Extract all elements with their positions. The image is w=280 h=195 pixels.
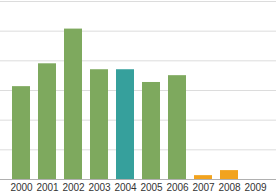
svg-text:2003: 2003	[88, 182, 111, 193]
svg-text:2006: 2006	[166, 182, 189, 193]
svg-text:2005: 2005	[140, 182, 163, 193]
svg-text:2009: 2009	[244, 182, 267, 193]
svg-text:2004: 2004	[114, 182, 137, 193]
svg-text:2002: 2002	[62, 182, 85, 193]
svg-text:2001: 2001	[36, 182, 59, 193]
svg-text:2007: 2007	[192, 182, 215, 193]
svg-text:2008: 2008	[218, 182, 241, 193]
svg-text:2000: 2000	[10, 182, 33, 193]
